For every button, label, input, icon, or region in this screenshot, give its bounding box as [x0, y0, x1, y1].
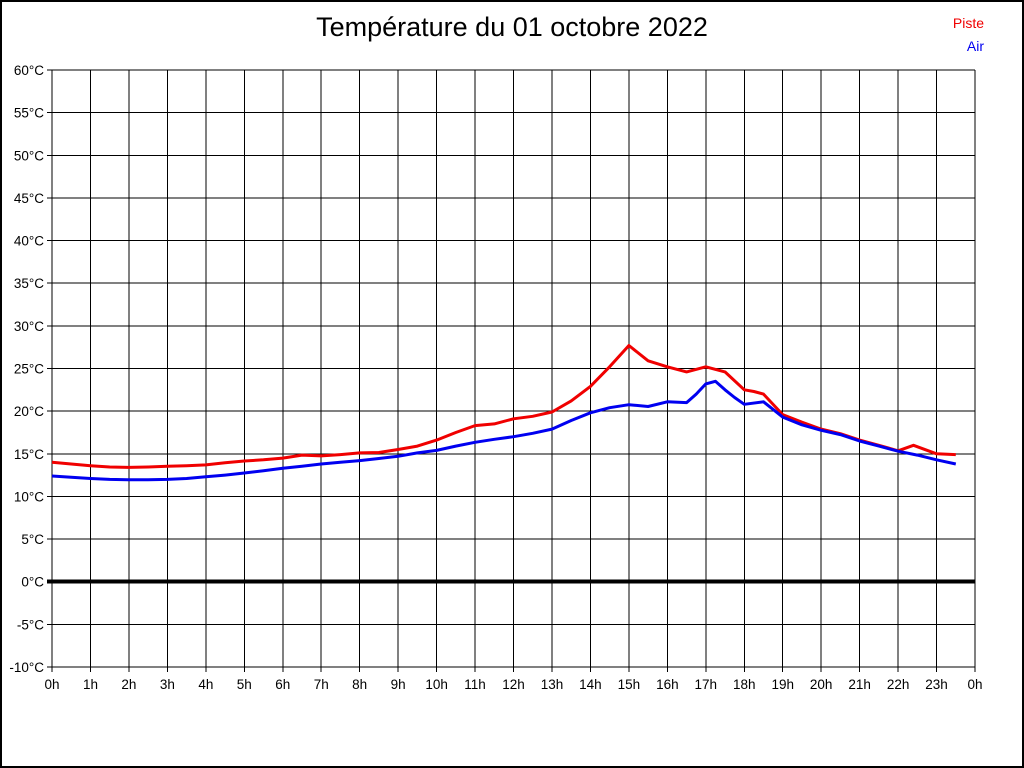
svg-text:-10°C: -10°C [9, 660, 44, 675]
svg-text:20°C: 20°C [14, 404, 44, 419]
svg-text:11h: 11h [464, 677, 486, 692]
svg-text:-5°C: -5°C [17, 617, 44, 632]
svg-text:21h: 21h [848, 677, 871, 692]
svg-text:55°C: 55°C [14, 106, 44, 121]
svg-text:50°C: 50°C [14, 148, 44, 163]
svg-text:8h: 8h [352, 677, 367, 692]
svg-text:16h: 16h [656, 677, 679, 692]
svg-text:60°C: 60°C [14, 63, 44, 78]
svg-text:14h: 14h [579, 677, 602, 692]
grid [47, 69, 976, 672]
svg-text:45°C: 45°C [14, 191, 44, 206]
chart-title: Température du 01 octobre 2022 [316, 12, 708, 42]
piste-line [51, 344, 956, 469]
svg-text:18h: 18h [733, 677, 756, 692]
svg-text:25°C: 25°C [14, 362, 44, 377]
svg-text:7h: 7h [314, 677, 329, 692]
svg-text:40°C: 40°C [14, 234, 44, 249]
air-line [51, 379, 957, 482]
svg-text:5°C: 5°C [21, 532, 44, 547]
svg-text:20h: 20h [810, 677, 833, 692]
svg-text:17h: 17h [695, 677, 718, 692]
svg-text:35°C: 35°C [14, 276, 44, 291]
svg-text:0h: 0h [44, 677, 59, 692]
svg-text:9h: 9h [391, 677, 406, 692]
svg-text:6h: 6h [275, 677, 290, 692]
svg-text:15°C: 15°C [14, 447, 44, 462]
legend: Piste Air [953, 12, 984, 58]
svg-text:23h: 23h [925, 677, 948, 692]
svg-text:15h: 15h [618, 677, 641, 692]
svg-text:12h: 12h [502, 677, 525, 692]
legend-item-piste: Piste [952, 15, 984, 31]
x-axis-labels: 0h 1h 2h 3h 4h 5h 6h 7h 8h 9h 10h 11h 12h 13h 14h 15h 16… [44, 677, 982, 692]
svg-text:10h: 10h [425, 677, 448, 692]
svg-text:1h: 1h [83, 677, 98, 692]
svg-text:5h: 5h [237, 677, 252, 692]
svg-text:4h: 4h [198, 677, 213, 692]
svg-text:10°C: 10°C [14, 489, 44, 504]
svg-text:0°C: 0°C [21, 575, 44, 590]
svg-text:22h: 22h [887, 677, 910, 692]
legend-item-air: Air [966, 38, 984, 54]
svg-text:30°C: 30°C [14, 319, 44, 334]
svg-text:3h: 3h [160, 677, 175, 692]
svg-text:0h: 0h [967, 677, 982, 692]
svg-text:19h: 19h [771, 677, 794, 692]
svg-text:13h: 13h [541, 677, 564, 692]
svg-text:2h: 2h [121, 677, 136, 692]
y-axis-labels: 60°C 55°C 50°C 45°C 40°C 35°C 30°C 25°C 20°C 15°C… [9, 63, 44, 675]
